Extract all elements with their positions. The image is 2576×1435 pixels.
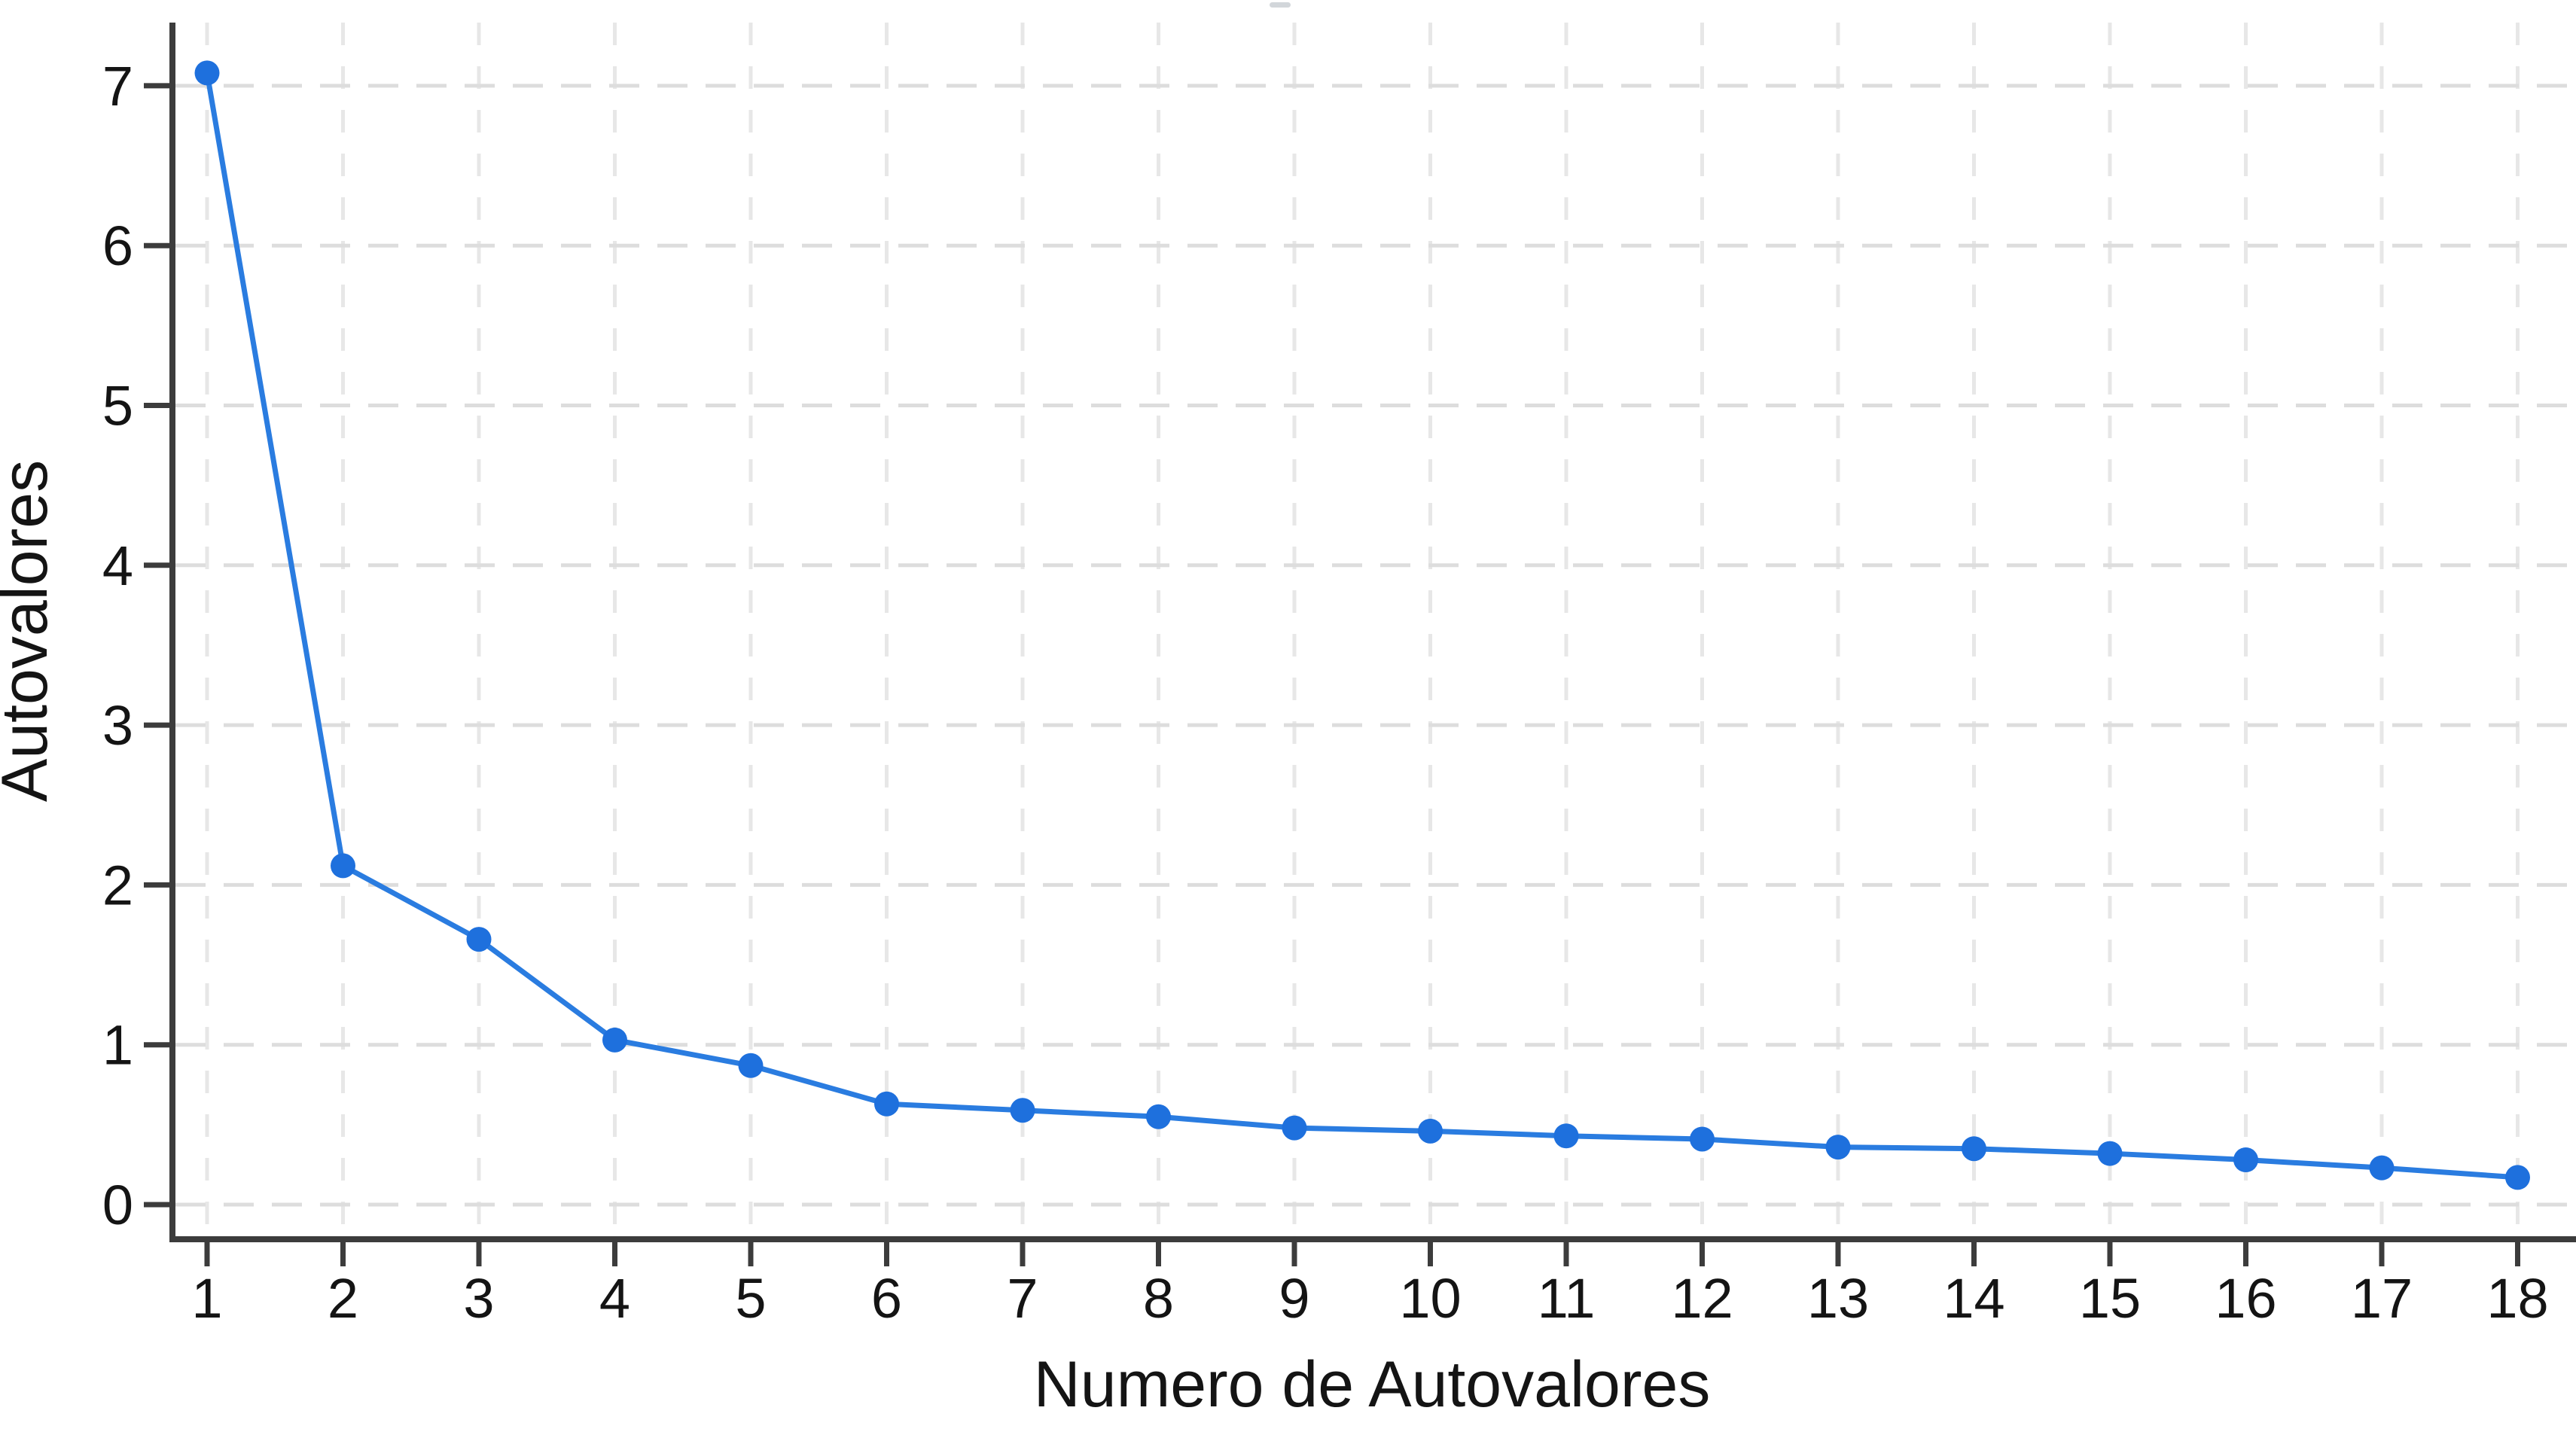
data-point [874, 1091, 899, 1117]
axis-spines [169, 23, 2576, 1242]
data-point [466, 927, 492, 952]
data-point [1962, 1136, 1986, 1162]
x-tick-label: 5 [735, 1267, 766, 1330]
y-tick-label: 5 [102, 375, 133, 437]
data-point [2369, 1155, 2395, 1181]
x-tick-label: 2 [328, 1267, 358, 1330]
x-tick-label: 10 [1399, 1267, 1461, 1330]
y-tick-label: 0 [102, 1174, 133, 1236]
x-tick-label: 16 [2215, 1267, 2276, 1330]
x-tick-label: 14 [1943, 1267, 2004, 1330]
data-point [1282, 1115, 1307, 1141]
eigenvalue-line-series [204, 70, 2520, 1181]
data-point [1690, 1126, 1715, 1152]
y-axis-title: Autovalores [0, 460, 61, 802]
data-point [331, 853, 355, 879]
x-tick-label: 4 [599, 1267, 630, 1330]
x-tick-label: 11 [1538, 1267, 1596, 1330]
data-point [738, 1053, 764, 1078]
x-tick-label: 1 [191, 1267, 222, 1330]
y-tick-label: 1 [102, 1014, 133, 1077]
x-tick-label: 8 [1143, 1267, 1174, 1330]
x-tick-label: 9 [1279, 1267, 1309, 1330]
y-tick-label: 6 [102, 215, 133, 277]
eigenvalue-data-points [194, 60, 2530, 1190]
vertical-gridlines [205, 23, 2520, 1236]
data-point [1553, 1123, 1579, 1149]
data-point [1010, 1098, 1035, 1123]
horizontal-gridlines [175, 84, 2576, 1207]
y-tick-label: 3 [102, 694, 133, 757]
x-tick-label: 13 [1807, 1267, 1869, 1330]
x-tick-label: 3 [463, 1267, 494, 1330]
x-tick-label: 6 [871, 1267, 902, 1330]
x-tick-label: 18 [2486, 1267, 2548, 1330]
x-tick-label: 17 [2351, 1267, 2413, 1330]
data-point [194, 60, 220, 86]
x-tick-label: 12 [1671, 1267, 1733, 1330]
data-point [2233, 1147, 2258, 1173]
x-axis-title: Numero de Autovalores [1034, 1348, 1711, 1421]
data-point [1146, 1104, 1171, 1129]
data-point [602, 1027, 627, 1053]
x-tick-label: 15 [2079, 1267, 2141, 1330]
data-point [2505, 1165, 2530, 1190]
y-tick-label: 4 [102, 535, 133, 597]
x-tick-label: 7 [1007, 1267, 1038, 1330]
y-tick-label: 2 [102, 854, 133, 916]
axis-tick-marks [144, 83, 2520, 1266]
y-tick-label: 7 [102, 55, 133, 117]
data-point [1825, 1135, 1851, 1160]
data-point [2097, 1141, 2123, 1166]
data-point [1418, 1118, 1443, 1144]
top-edge-artifact [1270, 2, 1291, 8]
series-line [204, 70, 2520, 1181]
